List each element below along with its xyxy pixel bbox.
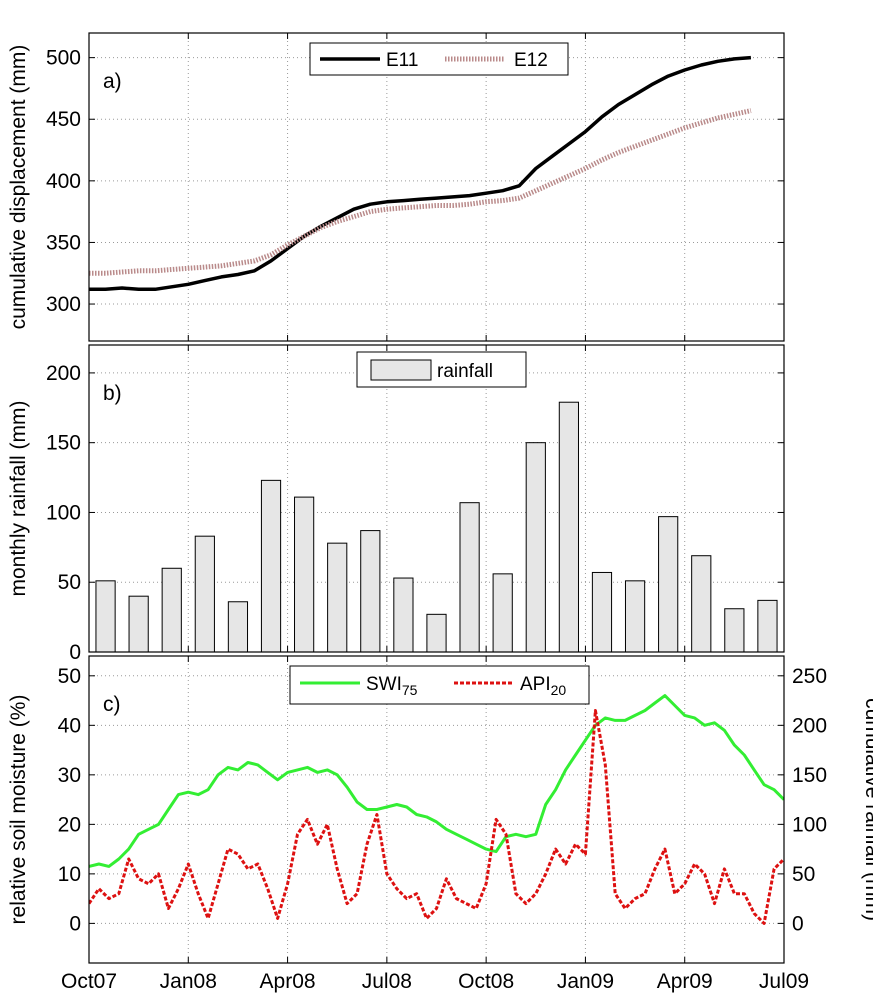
panel-label: a) [103, 70, 122, 93]
bar [459, 502, 480, 652]
y-tick-label: 100 [46, 501, 81, 524]
y-tick-label: 300 [46, 293, 81, 316]
axes-frame [88, 344, 785, 653]
series-line-e11 [89, 55, 752, 292]
y2-tick-label: 100 [792, 813, 827, 836]
x-tick-label: Jan09 [557, 970, 614, 993]
bar [128, 595, 149, 652]
y-tick-label: 40 [58, 714, 81, 737]
y-tick-label: 10 [58, 863, 81, 886]
bar [757, 599, 778, 652]
y2-tick-label: 150 [792, 764, 827, 787]
bar [724, 608, 745, 652]
bar [525, 442, 546, 652]
y-tick-label: 0 [69, 641, 81, 664]
bar [393, 577, 414, 652]
bar [426, 613, 447, 652]
legend: E11 E12 [309, 42, 569, 76]
legend-box [289, 665, 590, 705]
y2-tick-label: 200 [792, 714, 827, 737]
bar [95, 580, 116, 652]
axes-frame [88, 655, 785, 964]
bar [624, 580, 646, 652]
y-tick-label: 50 [58, 665, 81, 688]
x-tick-label: Apr08 [260, 970, 316, 993]
data-layer [89, 55, 752, 292]
y-tick-label: 450 [46, 108, 81, 131]
plot-area [89, 33, 784, 341]
y-tick-label: 20 [58, 813, 81, 836]
bar [260, 479, 282, 652]
series-line-swi [89, 694, 784, 868]
y2-tick-label: 0 [792, 912, 804, 935]
legend: SWI75 API20 [289, 665, 590, 705]
panel-2: 0 10 20 30 40 50 0 50 100 150 200 250 cumulative rai… [7, 655, 873, 964]
x-tick-label: Oct07 [61, 970, 117, 993]
y-axis-label: monthly rainfall (mm) [7, 400, 30, 596]
y2-tick-label: 50 [792, 863, 815, 886]
bar [227, 601, 249, 652]
y2-axis-label: cumulative rainfall (mm) [861, 698, 873, 921]
data-layer [95, 401, 778, 652]
bar [591, 571, 613, 652]
bar [294, 496, 315, 652]
bar [327, 542, 348, 652]
x-tick-labels: Oct07 Jan08 Apr08 Jul08 Oct08 Jan09 Apr09 Jul09 [61, 970, 809, 993]
y-axis-label: relative soil moisture (%) [7, 695, 30, 925]
y-tick-label: 350 [46, 231, 81, 254]
bar [658, 516, 679, 652]
bar [161, 567, 182, 652]
bar [492, 573, 513, 652]
y-tick-label: 0 [69, 912, 81, 935]
x-tick-label: Jan08 [160, 970, 217, 993]
x-tick-label: Jul08 [362, 970, 412, 993]
legend-swatch-rainfall [370, 359, 432, 381]
bar [691, 555, 712, 652]
series-line-e12 [89, 108, 752, 276]
x-tick-label: Jul09 [759, 970, 809, 993]
y2-tick-label: 250 [792, 665, 827, 688]
legend: rainfall [356, 351, 527, 388]
y-tick-label: 500 [46, 47, 81, 70]
y-tick-label: 150 [46, 432, 81, 455]
legend-label-rainfall: rainfall [437, 361, 493, 382]
x-tick-label: Apr09 [657, 970, 713, 993]
y-tick-label: 400 [46, 170, 81, 193]
plot-area [89, 345, 784, 652]
x-tick-label: Oct08 [458, 970, 514, 993]
y-tick-label: 200 [46, 362, 81, 385]
panel-label: b) [103, 382, 122, 405]
axes-frame [88, 32, 785, 342]
y-axis-label: cumulative displacement (mm) [7, 45, 30, 330]
series-line-api [89, 709, 784, 925]
legend-label-e12: E12 [514, 50, 548, 71]
panel-1: 0 50 100 150 200 b) monthly rainfall (mm) rainf… [7, 344, 785, 664]
y-tick-label: 30 [58, 764, 81, 787]
bar [194, 535, 215, 652]
y-tick-label: 50 [58, 571, 81, 594]
data-layer [89, 694, 784, 925]
panel-0: 300 350 400 450 500 a) cumulative displacement… [7, 32, 785, 342]
bar [360, 530, 381, 652]
legend-label-e11: E11 [386, 50, 418, 71]
panel-label: c) [103, 693, 121, 716]
bar [558, 401, 579, 652]
